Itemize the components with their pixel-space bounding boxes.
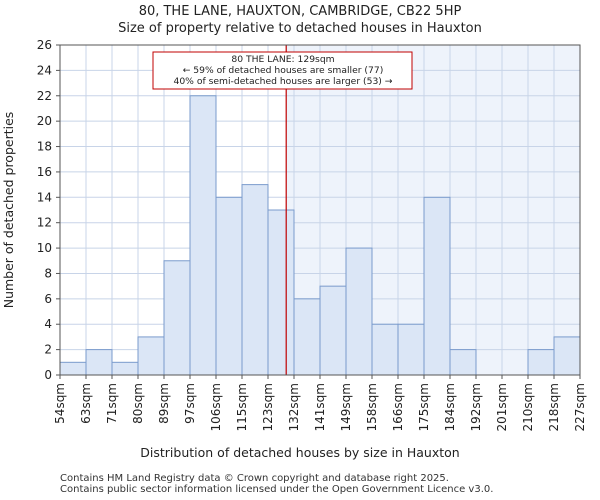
x-tick-label: 210sqm [521,383,535,431]
y-tick-label: 16 [37,165,52,179]
chart-title: 80, THE LANE, HAUXTON, CAMBRIDGE, CB22 5… [139,4,462,19]
x-tick-label: 218sqm [547,383,561,431]
histogram-chart: 80, THE LANE, HAUXTON, CAMBRIDGE, CB22 5… [1,4,587,460]
x-tick-label: 132sqm [287,383,301,431]
annotation-line-3: 40% of semi-detached houses are larger (… [173,76,392,87]
x-tick-label: 97sqm [183,383,197,424]
x-tick-label: 141sqm [313,383,327,431]
y-axis-label: Number of detached properties [1,112,16,309]
x-tick-label: 89sqm [157,383,171,424]
bar [189,95,217,376]
y-tick-label: 18 [37,140,52,154]
y-tick-label: 20 [37,114,52,128]
bar [137,336,165,376]
y-tick-label: 4 [44,317,52,331]
x-tick-label: 80sqm [131,383,145,424]
y-tick-label: 22 [37,89,52,103]
bar [397,323,425,376]
annotation-box: 80 THE LANE: 129sqm ← 59% of detached ho… [152,51,413,90]
bar [241,184,269,376]
x-tick-label: 54sqm [53,383,67,424]
footer-line-2: Contains public sector information licen… [60,484,494,495]
x-tick-label: 227sqm [573,383,587,431]
x-tick-label: 149sqm [339,383,353,431]
footer-line-1: Contains HM Land Registry data © Crown c… [60,473,449,484]
y-tick-label: 10 [37,241,52,255]
y-tick-label: 0 [44,368,52,382]
x-axis-label: Distribution of detached houses by size … [140,445,459,460]
x-tick-label: 175sqm [417,383,431,431]
x-tick-label: 184sqm [443,383,457,431]
x-tick-label: 192sqm [469,383,483,431]
bar [111,361,139,376]
bar [163,260,191,376]
chart-subtitle: Size of property relative to detached ho… [118,21,482,36]
x-tick-label: 123sqm [261,383,275,431]
x-tick-label: 158sqm [365,383,379,431]
bar [553,336,581,376]
y-tick-label: 24 [37,63,52,77]
bar [319,285,347,376]
annotation-line-1: 80 THE LANE: 129sqm [231,54,334,65]
bar [293,298,321,376]
bar [345,247,373,376]
y-tick-label: 8 [44,266,52,280]
bar [371,323,399,376]
x-tick-label: 63sqm [79,383,93,424]
bar [267,209,295,376]
bar [423,196,451,376]
y-tick-label: 12 [37,216,52,230]
y-tick-label: 2 [44,343,52,357]
bar [449,349,477,376]
x-tick-label: 115sqm [235,383,249,431]
bar [215,196,243,376]
y-tick-label: 14 [37,190,52,204]
y-tick-label: 26 [37,38,52,52]
annotation-frame [152,51,413,90]
x-tick-label: 201sqm [495,383,509,431]
y-tick-label: 6 [44,292,52,306]
x-tick-label: 71sqm [105,383,119,424]
annotation-line-2: ← 59% of detached houses are smaller (77… [183,65,384,76]
bar [527,349,555,376]
x-tick-label: 166sqm [391,383,405,431]
bar [59,361,87,376]
bar [85,349,113,376]
x-tick-label: 106sqm [209,383,223,431]
